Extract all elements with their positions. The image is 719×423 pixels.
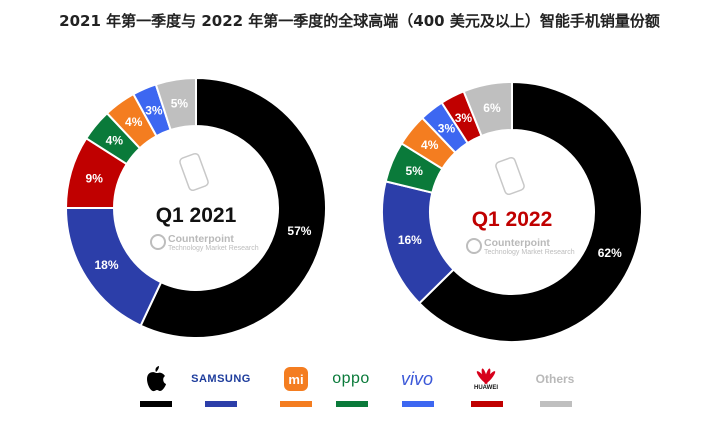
legend-swatch-samsung [205, 401, 237, 407]
huawei-logo-icon: HUAWEI [466, 364, 506, 394]
legend-swatch-xiaomi [280, 401, 312, 407]
phone-icon [495, 156, 525, 196]
slice-label-huawei: 3% [455, 111, 473, 125]
legend-swatch-apple [140, 401, 172, 407]
legend-swatch-huawei [471, 401, 503, 407]
brand-tagline: Technology Market Research [168, 245, 259, 252]
center-title: Q1 2021 [156, 204, 237, 227]
oppo-wordmark: oppo [325, 364, 377, 394]
slice-label-vivo: 3% [438, 122, 456, 136]
legend-label-oppo: oppo [332, 370, 370, 387]
brand-name: Counterpoint [168, 233, 234, 245]
slice-others [154, 76, 197, 132]
legend-swatch-vivo [402, 401, 434, 407]
slice-label-xiaomi: 4% [421, 138, 439, 152]
slice-label-samsung: 16% [398, 233, 422, 247]
samsung-wordmark: SAMSUNG [191, 364, 251, 394]
slice-label-apple: 57% [287, 224, 311, 238]
slice-apple [417, 80, 643, 343]
slice-label-samsung: 18% [94, 258, 118, 272]
center-title: Q1 2022 [472, 208, 553, 231]
donut-charts: 57%18%9%4%4%3%5%Q1 2021CounterpointTechn… [64, 76, 643, 343]
chart-title: 2021 年第一季度与 2022 年第一季度的全球高端（400 美元及以上）智能… [59, 12, 660, 30]
donut-q1-2021: 57%18%9%4%4%3%5%Q1 2021CounterpointTechn… [64, 76, 327, 339]
brand-tagline: Technology Market Research [484, 249, 575, 256]
slice-label-others: 5% [171, 96, 189, 110]
slice-apple [139, 76, 327, 339]
slice-label-vivo: 3% [145, 104, 163, 118]
slice-label-huawei: 9% [86, 171, 104, 185]
legend-label-vivo: vivo [400, 368, 433, 389]
others-text: Others [530, 364, 580, 394]
slice-label-xiaomi: 4% [125, 115, 143, 129]
xiaomi-logo-icon: mi [280, 364, 312, 394]
legend-label-samsung: SAMSUNG [191, 373, 251, 385]
legend-swatch-oppo [336, 401, 368, 407]
legend-label-xiaomi: mi [288, 371, 304, 387]
slice-label-others: 6% [483, 101, 501, 115]
apple-logo-icon [140, 364, 172, 394]
vivo-wordmark: vivo [392, 364, 442, 394]
slice-label-oppo: 5% [406, 164, 424, 178]
phone-icon [179, 152, 209, 192]
slice-others [462, 80, 513, 138]
slice-label-oppo: 4% [106, 133, 124, 147]
legend-label-huawei: HUAWEI [474, 385, 498, 391]
legend-swatch-others [540, 401, 572, 407]
donut-q1-2022: 62% 16% 5% 4% 3%3% 6% Q1 2022 CounterpointTechn… [381, 80, 643, 343]
slice-label-apple: 62% [598, 246, 622, 260]
brand-name: Counterpoint [484, 237, 550, 249]
legend-label-others: Others [535, 372, 575, 386]
